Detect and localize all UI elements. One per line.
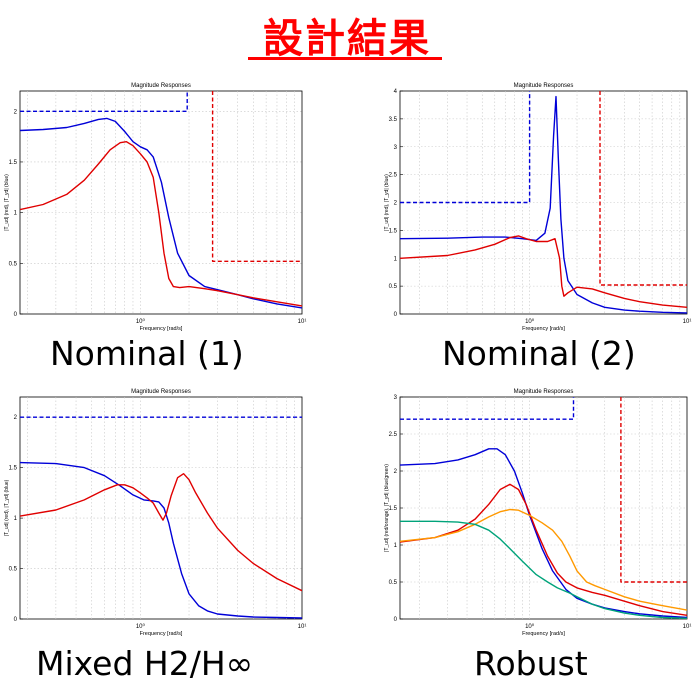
y-tick-label: 1.5: [389, 228, 398, 234]
y-tick-label: 1.5: [9, 160, 18, 166]
y-tick-label: 0.5: [9, 567, 18, 573]
y-tick-label: 2.5: [389, 173, 398, 179]
y-axis-label: |T_ud| (red), |T_yd| (blue): [4, 174, 10, 231]
x-axis-label: Frequency [rad/s]: [522, 631, 565, 637]
caption-nominal-1: Nominal (1): [50, 334, 244, 373]
series-blue-dashed: [400, 91, 531, 204]
x-axis-label: Frequency [rad/s]: [140, 631, 183, 637]
y-axis-label: |T_ud| (red), |T_yd| (blue): [384, 174, 390, 231]
series-orange-solid: [400, 508, 687, 611]
y-tick-label: 0: [14, 617, 18, 623]
y-tick-label: 2: [14, 109, 18, 115]
series-red-dashed: [211, 91, 302, 262]
y-tick-label: 4: [394, 89, 398, 95]
chart-4: 0 0.5 1 1.5 2 2.5 3 10⁰ 10¹ Magnitude Responses Fr…: [384, 389, 691, 637]
y-tick-label: 2: [394, 469, 398, 475]
page-title: 設計結果: [263, 16, 431, 62]
x-tick-label: 10¹: [298, 319, 307, 325]
y-tick-label: 3: [394, 145, 398, 151]
x-tick-label: 10⁰: [525, 318, 535, 325]
series-blue-solid: [20, 461, 302, 619]
series-blue-dashed: [20, 91, 188, 113]
y-tick-label: 1.5: [9, 466, 18, 472]
x-tick-label: 10¹: [683, 624, 692, 630]
chart-title: Magnitude Responses: [514, 83, 574, 89]
x-tick-label: 10⁰: [525, 623, 535, 630]
series-red-dashed: [620, 397, 687, 583]
caption-nominal-2: Nominal (2): [442, 334, 636, 373]
series-red-solid: [20, 473, 302, 592]
y-axis-label: |T_ud| (red/orange), |T_yd| (blue/green): [384, 464, 390, 552]
y-tick-label: 2: [394, 201, 398, 207]
y-tick-label: 0: [14, 312, 18, 318]
x-axis-label: Frequency [rad/s]: [522, 326, 565, 332]
series-red-solid: [20, 140, 302, 307]
x-tick-label: 10⁰: [136, 623, 146, 630]
y-tick-label: 0: [394, 312, 398, 318]
x-tick-label: 10⁰: [136, 318, 146, 325]
x-axis-label: Frequency [rad/s]: [140, 326, 183, 332]
y-tick-label: 0.5: [9, 261, 18, 267]
y-tick-label: 2.5: [389, 432, 398, 438]
caption-robust: Robust: [474, 644, 588, 683]
y-tick-label: 1.5: [389, 506, 398, 512]
y-tick-label: 0: [394, 617, 398, 623]
series-blue-solid: [400, 448, 687, 619]
chart-1: 0 0.5 1 1.5 2 10⁰ 10¹ Magnitude Responses Freque…: [4, 83, 306, 332]
y-tick-label: 1: [14, 516, 18, 522]
x-tick-label: 10¹: [683, 319, 692, 325]
y-tick-label: 0.5: [389, 580, 398, 586]
y-tick-label: 0.5: [389, 284, 398, 290]
plot-frame: [19, 90, 303, 315]
series-red-solid: [400, 483, 687, 616]
y-tick-label: 1: [394, 256, 398, 262]
series-red-solid: [400, 235, 687, 308]
series-green-solid: [400, 520, 687, 619]
chart-2: 0 0.5 1 1.5 2 2.5 3 3.5 4 10⁰ 10¹ Magnitude Respons…: [384, 83, 691, 332]
y-tick-label: 3.5: [389, 117, 398, 123]
y-tick-label: 2: [14, 415, 18, 421]
chart-3: 0 0.5 1 1.5 2 10⁰ 10¹ Magnitude Responses Freque…: [4, 389, 306, 637]
chart-title: Magnitude Responses: [131, 83, 191, 89]
plot-frame: [19, 396, 303, 620]
y-tick-label: 3: [394, 395, 398, 401]
title-underline: [248, 57, 442, 60]
y-tick-label: 1: [14, 211, 18, 217]
chart-title: Magnitude Responses: [131, 389, 191, 395]
x-tick-label: 10¹: [298, 624, 307, 630]
caption-mixed-h2-hinf: Mixed H2/H∞: [36, 644, 254, 683]
y-tick-label: 1: [394, 543, 398, 549]
y-axis-label: |T_ud| (red), |T_yd| (blue): [4, 479, 10, 536]
chart-title: Magnitude Responses: [514, 389, 574, 395]
